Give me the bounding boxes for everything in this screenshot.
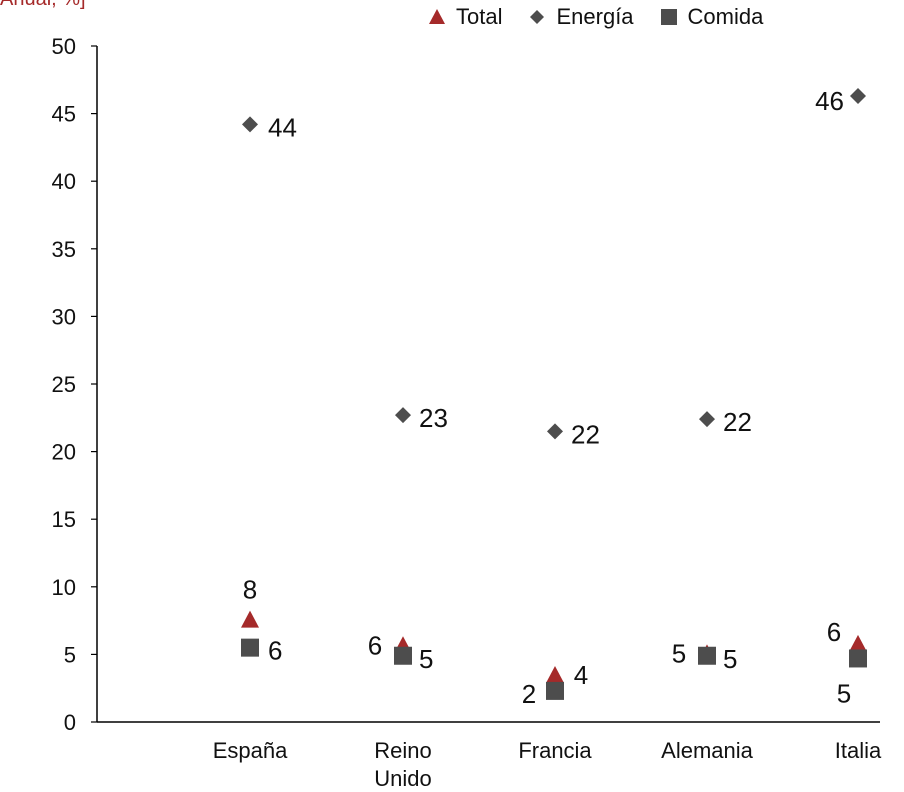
energia-point	[699, 411, 715, 428]
legend-label-comida: Comida	[687, 4, 764, 29]
legend-item-energia: Energía	[528, 4, 634, 30]
x-tick-label: Alemania	[661, 738, 753, 763]
legend-item-total: Total	[428, 4, 502, 30]
total-data-label: 8	[243, 575, 257, 605]
comida-point	[394, 646, 412, 665]
energia-point	[395, 407, 411, 424]
y-tick-label: 45	[52, 102, 76, 127]
chart-subtitle: Anual, %]	[0, 0, 86, 11]
square-marker-icon	[660, 9, 677, 25]
x-tick-label: Francia	[518, 738, 592, 763]
comida-data-label: 5	[837, 678, 851, 708]
comida-point	[849, 649, 867, 668]
legend-item-comida: Comida	[660, 4, 764, 30]
total-point	[849, 634, 867, 652]
energia-data-label: 22	[571, 419, 600, 449]
y-tick-label: 0	[64, 710, 76, 735]
energia-data-label: 23	[419, 403, 448, 433]
total-data-label: 4	[574, 660, 588, 690]
y-tick-label: 10	[52, 575, 76, 600]
total-point	[546, 666, 564, 684]
comida-data-label: 6	[268, 636, 282, 666]
y-tick-label: 30	[52, 304, 76, 329]
energia-point	[547, 423, 563, 440]
y-tick-label: 20	[52, 440, 76, 465]
y-tick-label: 35	[52, 237, 76, 262]
legend-label-total: Total	[456, 4, 503, 29]
comida-data-label: 5	[419, 644, 433, 674]
comida-point	[546, 681, 564, 700]
energia-data-label: 46	[815, 86, 844, 116]
diamond-marker-icon	[530, 10, 545, 24]
energia-data-label: 44	[268, 112, 297, 142]
comida-point	[698, 646, 716, 665]
total-point	[241, 610, 259, 628]
energia-point	[850, 88, 866, 105]
y-tick-label: 40	[52, 169, 76, 194]
total-data-label: 5	[672, 638, 686, 668]
x-tick-label: Reino Unido	[374, 738, 431, 791]
y-tick-label: 50	[52, 34, 76, 59]
total-data-label: 6	[827, 617, 841, 647]
comida-data-label: 2	[522, 679, 536, 709]
x-tick-label: Italia	[835, 738, 882, 763]
comida-point	[241, 638, 259, 657]
triangle-marker-icon	[429, 9, 445, 24]
y-tick-label: 5	[64, 642, 76, 667]
energia-data-label: 22	[723, 407, 752, 437]
y-tick-label: 15	[52, 507, 76, 532]
energia-point	[242, 116, 258, 133]
comida-data-label: 5	[723, 644, 737, 674]
legend-label-energia: Energía	[556, 4, 634, 29]
total-data-label: 6	[368, 630, 382, 660]
chart-legend: Total Energía Comida	[428, 4, 763, 30]
x-tick-label: España	[213, 738, 288, 763]
y-tick-label: 25	[52, 372, 76, 397]
